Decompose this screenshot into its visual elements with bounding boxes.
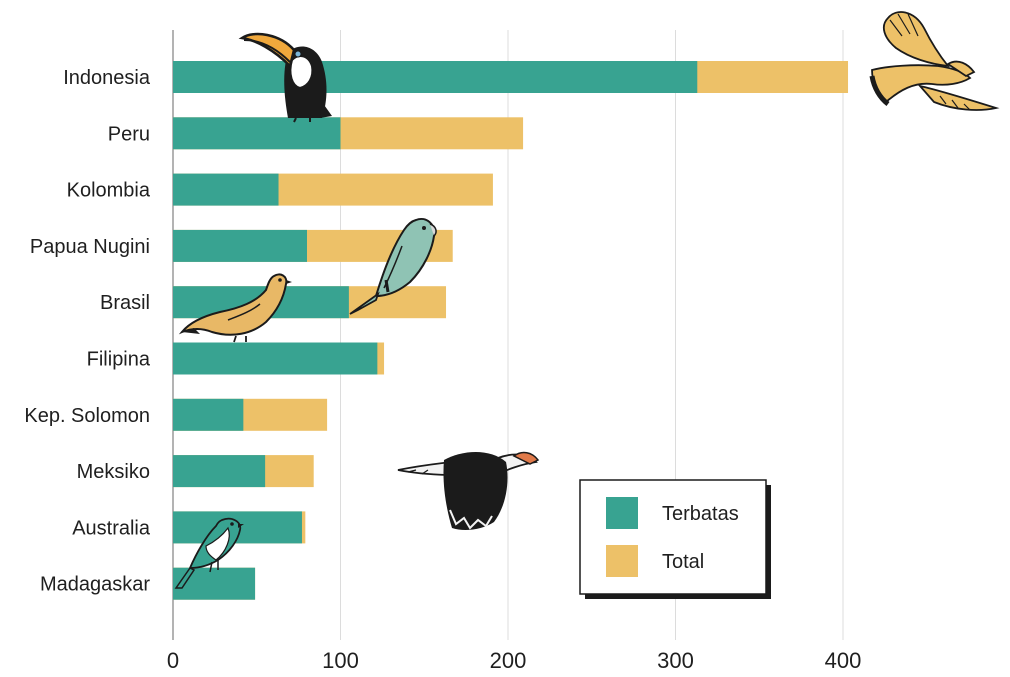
- category-label-meksiko: Meksiko: [77, 461, 150, 483]
- x-tick-labels: 0 100 200 300 400: [167, 648, 862, 673]
- category-label-peru: Peru: [108, 123, 150, 145]
- bar-terbatas-kep-solomon: [173, 398, 244, 431]
- category-label-papua-nugini: Papua Nugini: [30, 236, 150, 258]
- x-tick-label-300: 300: [657, 648, 694, 672]
- bar-terbatas-meksiko: [173, 455, 266, 488]
- category-label-madagaskar: Madagaskar: [40, 574, 150, 596]
- bar-terbatas-peru: [173, 117, 341, 150]
- bar-terbatas-kolombia: [173, 173, 279, 206]
- toucan-illustration: [238, 32, 332, 123]
- category-label-indonesia: Indonesia: [63, 67, 151, 89]
- category-label-kolombia: Kolombia: [67, 180, 151, 202]
- category-label-brasil: Brasil: [100, 292, 150, 314]
- category-labels: Indonesia Peru Kolombia Papua Nugini Brasil F…: [24, 67, 151, 596]
- x-tick-label-400: 400: [825, 648, 862, 672]
- songbird-illustration: [174, 517, 244, 589]
- eagle-illustration: [397, 451, 540, 530]
- x-tick-label-0: 0: [167, 648, 179, 672]
- dove-illustration: [178, 273, 292, 343]
- legend-label-total: Total: [662, 551, 704, 573]
- parakeet-illustration: [349, 218, 437, 315]
- legend-label-terbatas: Terbatas: [662, 503, 739, 525]
- x-tick-label-100: 100: [322, 648, 359, 672]
- bar-terbatas-papua-nugini: [173, 229, 307, 262]
- hawk-illustration: [869, 11, 1000, 111]
- x-tick-label-200: 200: [490, 648, 527, 672]
- bar-terbatas-indonesia: [173, 61, 698, 93]
- bar-terbatas-filipina: [173, 342, 378, 375]
- legend: Terbatas Total: [579, 479, 771, 599]
- legend-swatch-total: [606, 545, 638, 577]
- category-label-australia: Australia: [72, 517, 151, 539]
- legend-swatch-terbatas: [606, 497, 638, 529]
- category-label-filipina: Filipina: [87, 349, 151, 371]
- category-label-kep-solomon: Kep. Solomon: [24, 405, 150, 427]
